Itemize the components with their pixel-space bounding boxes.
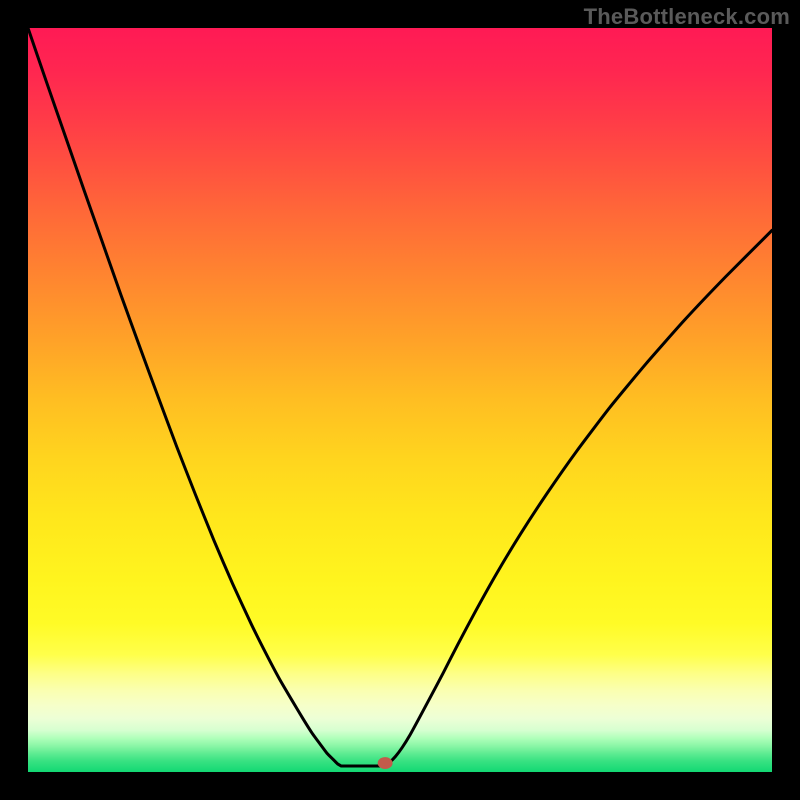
gradient-background <box>28 28 772 772</box>
watermark-text: TheBottleneck.com <box>584 4 790 30</box>
valley-marker <box>378 757 393 769</box>
chart-frame: TheBottleneck.com <box>0 0 800 800</box>
bottleneck-chart-svg <box>28 28 772 772</box>
plot-area <box>28 28 772 772</box>
